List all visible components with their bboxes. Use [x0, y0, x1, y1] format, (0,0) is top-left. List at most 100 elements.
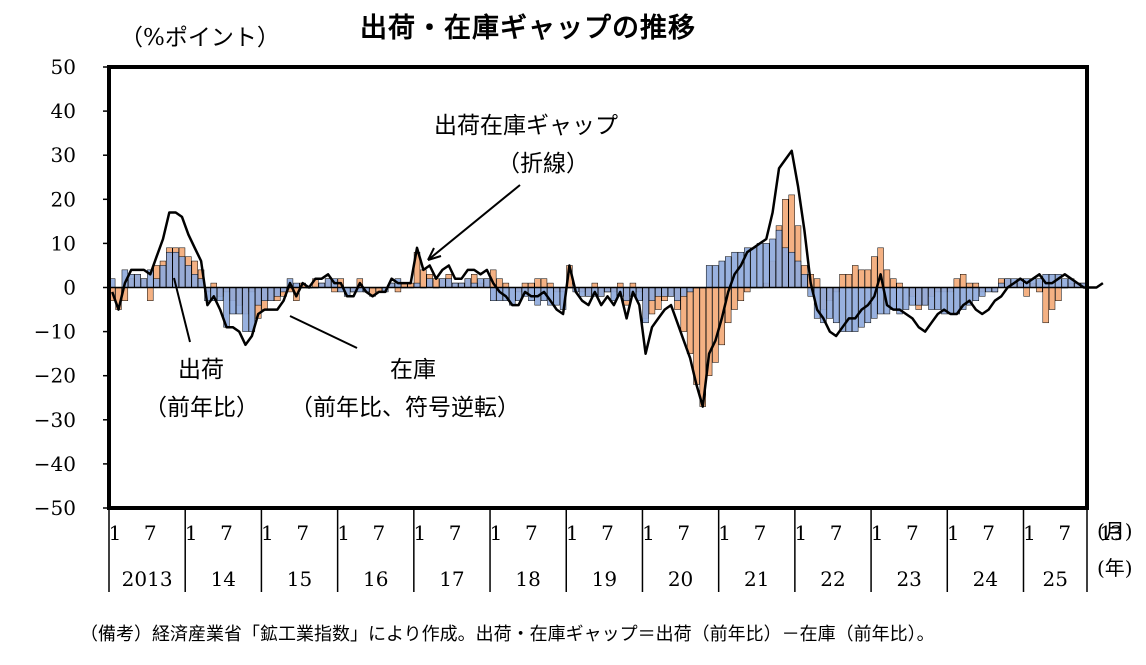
y-tick-label: 30	[51, 143, 76, 167]
inventory-bar	[775, 229, 783, 288]
inventory-annotation-line2: （前年比、符号逆転）	[290, 395, 520, 421]
shipments-bar	[1023, 287, 1030, 297]
inventory-bar	[490, 287, 497, 301]
inventory-bar	[801, 274, 808, 288]
inventory-bar	[712, 265, 719, 288]
shipments-bar	[839, 274, 846, 288]
x-month-label: 1	[261, 521, 274, 545]
inventory-bar	[185, 265, 192, 288]
inventory-bar	[483, 278, 491, 288]
inventory-bar	[788, 251, 795, 288]
x-month-label: 1	[185, 521, 198, 545]
shipments-bar	[693, 287, 700, 385]
x-month-label: 7	[296, 521, 309, 545]
inventory-bar	[598, 287, 605, 297]
x-year-label: 15	[287, 567, 312, 591]
inventory-bar	[140, 278, 148, 288]
shipments-bar	[686, 287, 694, 354]
x-month-label: 1	[947, 521, 960, 545]
y-tick-label: −50	[34, 496, 76, 520]
inventory-bar	[915, 287, 922, 306]
inventory-bar	[756, 243, 764, 288]
x-month-label: 1	[642, 521, 655, 545]
shipments-bar	[953, 278, 960, 288]
shipments-bar	[1055, 287, 1062, 301]
shipments-annotation-line1: 出荷	[178, 357, 224, 383]
axes	[103, 65, 1089, 592]
x-month-label: 7	[220, 521, 233, 545]
inventory-bar	[642, 287, 649, 324]
shipments-bar	[1048, 287, 1056, 310]
x-month-label: 1	[1099, 521, 1112, 545]
inventory-bar	[667, 287, 675, 297]
annotation-arrows	[173, 184, 521, 349]
shipments-bar	[712, 287, 719, 363]
y-tick-label: −40	[34, 452, 76, 476]
x-month-label: 1	[109, 521, 122, 545]
x-month-label: 7	[373, 521, 386, 545]
x-month-label: 1	[1023, 521, 1036, 545]
x-month-label: 7	[754, 521, 767, 545]
inventory-bar	[1061, 278, 1068, 288]
y-tick-labels: 50 40 30 20 10 0 −10 −20 −30 −40 −50	[34, 55, 76, 520]
inventory-bar	[585, 287, 592, 297]
inventory-bar	[242, 287, 249, 332]
shipments-arrow-line	[173, 277, 191, 343]
x-year-label: 22	[820, 567, 845, 591]
inventory-bar	[153, 278, 160, 288]
x-year-label: 23	[896, 567, 921, 591]
x-year-label: 19	[592, 567, 617, 591]
inventory-bar	[947, 287, 954, 315]
inventory-bar	[794, 260, 802, 288]
inventory-bar	[750, 247, 757, 288]
x-year-label: 24	[973, 567, 998, 591]
shipments-bar	[496, 278, 503, 288]
inventory-bar	[718, 260, 726, 288]
inventory-bar	[877, 287, 884, 315]
inventory-bar	[274, 287, 281, 297]
inventory-bar	[972, 287, 980, 301]
y-tick-label: 20	[51, 187, 76, 211]
y-tick-label: −30	[34, 408, 76, 432]
shipments-bar	[420, 269, 427, 288]
month-axis-suffix: (月)	[1097, 519, 1133, 543]
inventory-bar	[845, 287, 853, 332]
x-month-label: 1	[871, 521, 884, 545]
shipments-bar	[534, 278, 541, 288]
x-month-label: 7	[144, 521, 157, 545]
inventory-bar	[464, 278, 471, 288]
x-year-label: 2013	[122, 567, 173, 591]
inventory-bar	[477, 278, 484, 288]
gap-line-group	[111, 149, 1104, 408]
inventory-bar	[890, 287, 897, 310]
x-month-label: 7	[1058, 521, 1071, 545]
inventory-bar	[1036, 278, 1043, 288]
inventory-bar	[191, 274, 198, 288]
x-month-label: 1	[490, 521, 503, 545]
inventory-bar	[680, 287, 687, 297]
shipments-bar	[959, 274, 967, 288]
y-unit-label: （%ポイント）	[120, 25, 280, 51]
inventory-bar	[445, 278, 452, 288]
shipments-bar	[737, 287, 745, 301]
x-year-label: 25	[1043, 567, 1068, 591]
inventory-bar	[782, 247, 789, 288]
inventory-bar	[832, 287, 840, 324]
inventory-bar	[261, 287, 268, 301]
inventory-bar	[236, 287, 243, 315]
year-axis-suffix: (年)	[1097, 556, 1133, 580]
x-month-label: 1	[337, 521, 350, 545]
x-month-label: 7	[601, 521, 614, 545]
x-tick-labels: 2013 14 15 16 17 18 19 20 21 22 23 24 251 7 1 7 1 7 1 7 1 7 1 7…	[109, 521, 1123, 591]
x-month-label: 7	[449, 521, 462, 545]
inventory-bars	[109, 229, 1087, 332]
inventory-bar	[159, 265, 167, 288]
shipments-bar	[883, 269, 891, 288]
inventory-bar	[267, 287, 275, 301]
inventory-bar	[921, 287, 929, 306]
y-tick-label: 40	[51, 99, 76, 123]
shipments-bar	[845, 274, 853, 288]
shipments-bar	[813, 278, 821, 288]
inventory-bar	[178, 256, 186, 288]
